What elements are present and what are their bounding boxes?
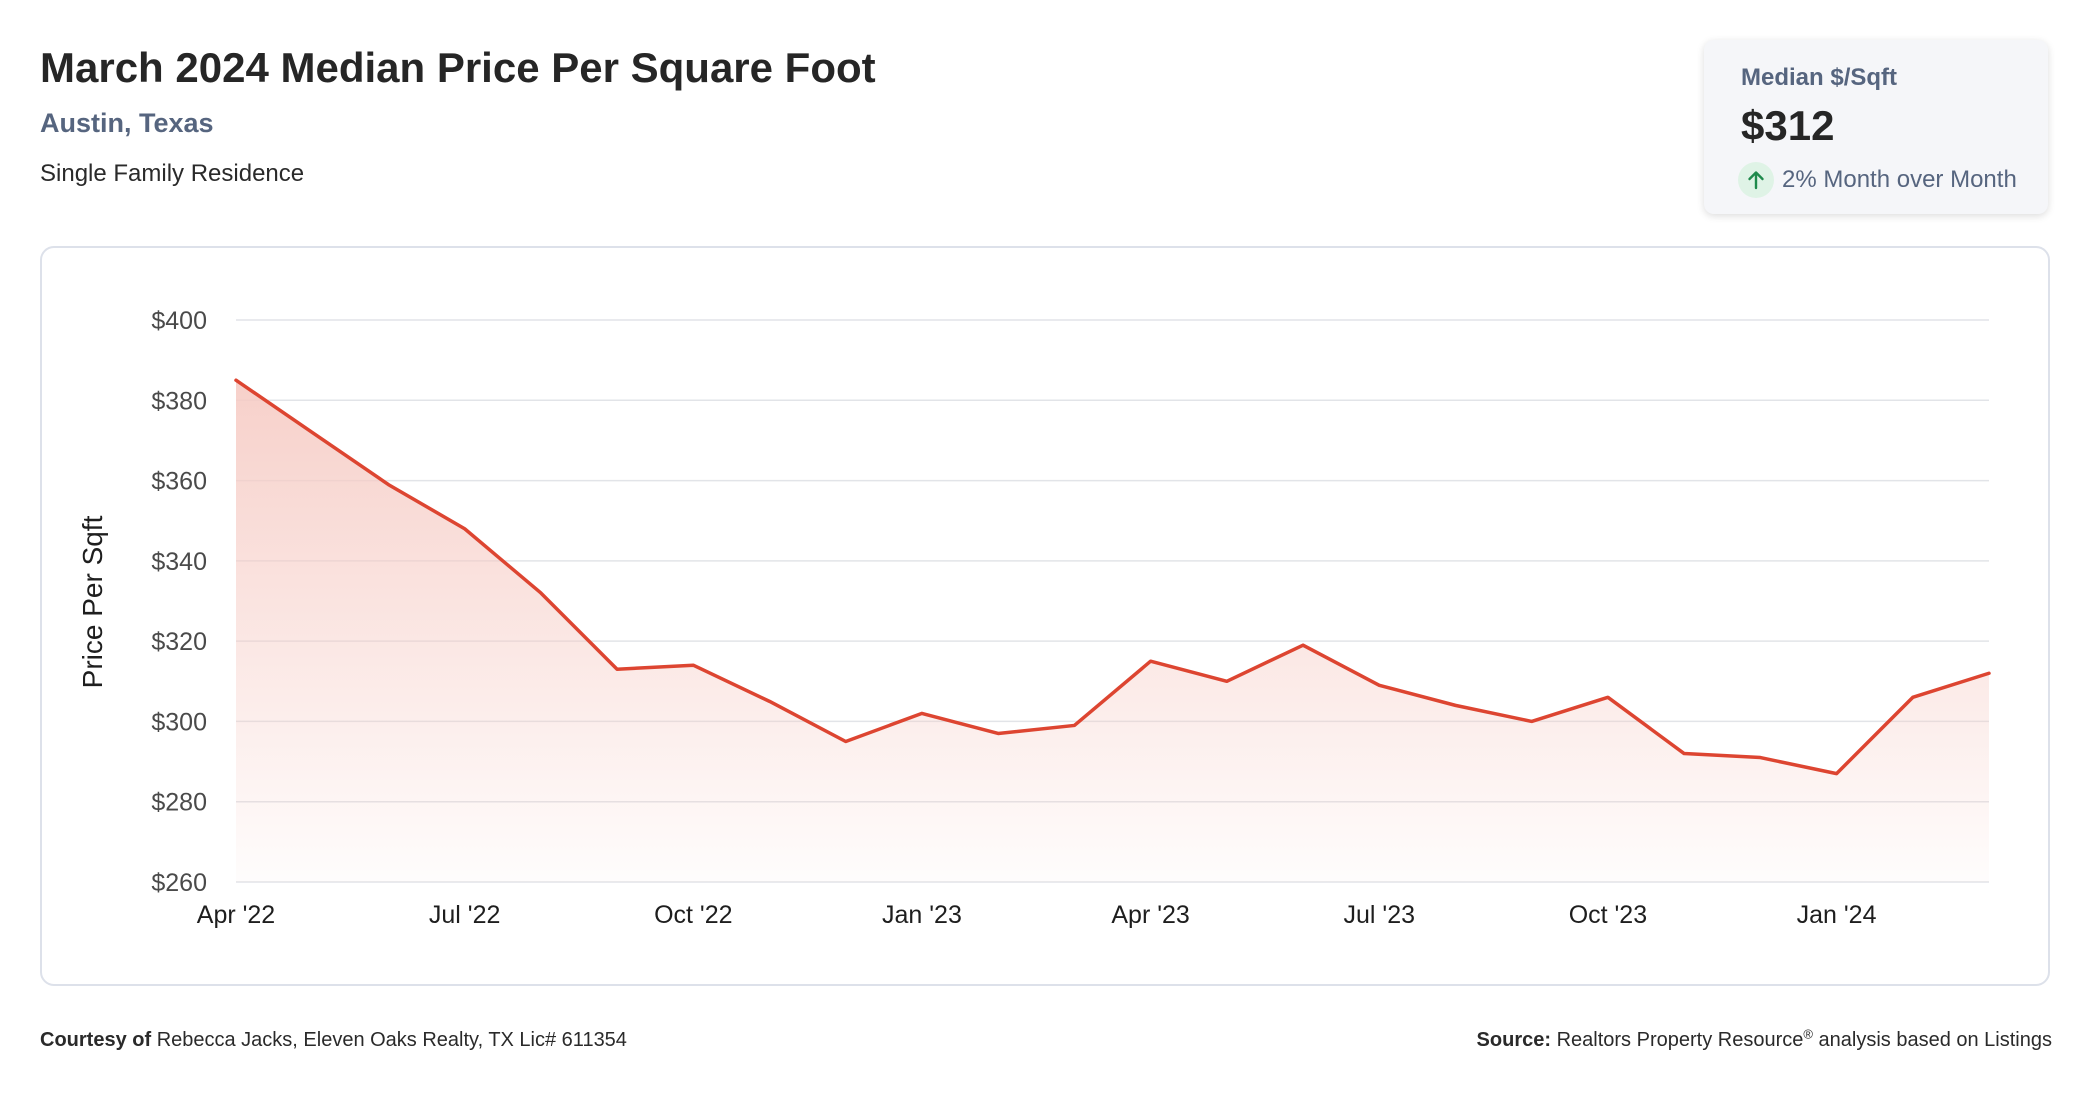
x-tick-label: Jul '23 <box>1344 901 1415 929</box>
data-point <box>1072 723 1076 727</box>
y-tick-label: $300 <box>151 708 207 736</box>
location-subtitle: Austin, Texas <box>40 108 214 138</box>
data-point <box>920 711 924 715</box>
data-point <box>844 740 848 744</box>
data-point <box>691 663 695 667</box>
data-point <box>1606 695 1610 699</box>
data-point <box>539 591 543 595</box>
registered-mark: ® <box>1803 1026 1813 1042</box>
data-point <box>1835 772 1839 776</box>
data-point <box>1301 643 1305 647</box>
area-fill <box>236 380 1989 882</box>
arrow-up-icon <box>1738 162 1774 198</box>
y-axis-label: Price Per Sqft <box>77 515 108 688</box>
data-point <box>768 699 772 703</box>
median-stat-card: Median $/Sqft $312 2% Month over Month <box>1704 40 2048 214</box>
data-point <box>310 430 314 434</box>
data-point <box>615 667 619 671</box>
y-tick-label: $360 <box>151 468 207 496</box>
data-point <box>234 378 238 382</box>
data-point <box>1530 719 1534 723</box>
y-tick-label: $340 <box>151 548 207 576</box>
source-rest: analysis based on Listings <box>1818 1029 2052 1051</box>
source-name: Realtors Property Resource <box>1556 1029 1804 1051</box>
y-tick-label: $280 <box>151 789 207 817</box>
data-point <box>1758 756 1762 760</box>
stat-change: 2% Month over Month <box>1738 162 2017 198</box>
data-point <box>1987 671 1991 675</box>
x-tick-label: Jan '24 <box>1797 901 1877 929</box>
data-point <box>1225 679 1229 683</box>
x-tick-label: Jan '23 <box>882 901 962 929</box>
stat-change-text: 2% Month over Month <box>1782 166 2017 193</box>
x-tick-label: Apr '22 <box>197 901 275 929</box>
price-per-sqft-chart: $260 $280 $300 $320 $340 $360 $380 $400 Apr '22… <box>77 307 1991 929</box>
x-tick-label: Oct '22 <box>654 901 732 929</box>
x-tick-label: Apr '23 <box>1111 901 1189 929</box>
y-tick-label: $380 <box>151 387 207 415</box>
data-point <box>1682 752 1686 756</box>
data-point <box>1377 683 1381 687</box>
x-tick-label: Jul '22 <box>429 901 500 929</box>
data-point <box>386 483 390 487</box>
chart-container: $260 $280 $300 $320 $340 $360 $380 $400 Apr '22… <box>40 246 2050 986</box>
courtesy-label: Courtesy of <box>40 1029 152 1051</box>
data-point <box>1453 703 1457 707</box>
data-point <box>996 731 1000 735</box>
data-point <box>1149 659 1153 663</box>
data-point <box>1911 695 1915 699</box>
y-tick-label: $320 <box>151 628 207 656</box>
y-tick-label: $260 <box>151 869 207 897</box>
y-tick-label: $400 <box>151 307 207 335</box>
x-tick-label: Oct '23 <box>1569 901 1647 929</box>
stat-label: Median $/Sqft <box>1741 64 1898 91</box>
price-series-line <box>234 378 1991 776</box>
page-title: March 2024 Median Price Per Square Foot <box>40 44 876 91</box>
data-point <box>463 527 467 531</box>
stat-value: $312 <box>1741 102 1835 149</box>
source-label: Source: <box>1476 1029 1552 1051</box>
courtesy-footer: Courtesy of Rebecca Jacks, Eleven Oaks R… <box>40 1029 627 1052</box>
courtesy-text: Rebecca Jacks, Eleven Oaks Realty, TX Li… <box>156 1029 627 1051</box>
source-footer: Source: Realtors Property Resource® anal… <box>1476 1026 2052 1052</box>
property-type-label: Single Family Residence <box>40 160 305 187</box>
